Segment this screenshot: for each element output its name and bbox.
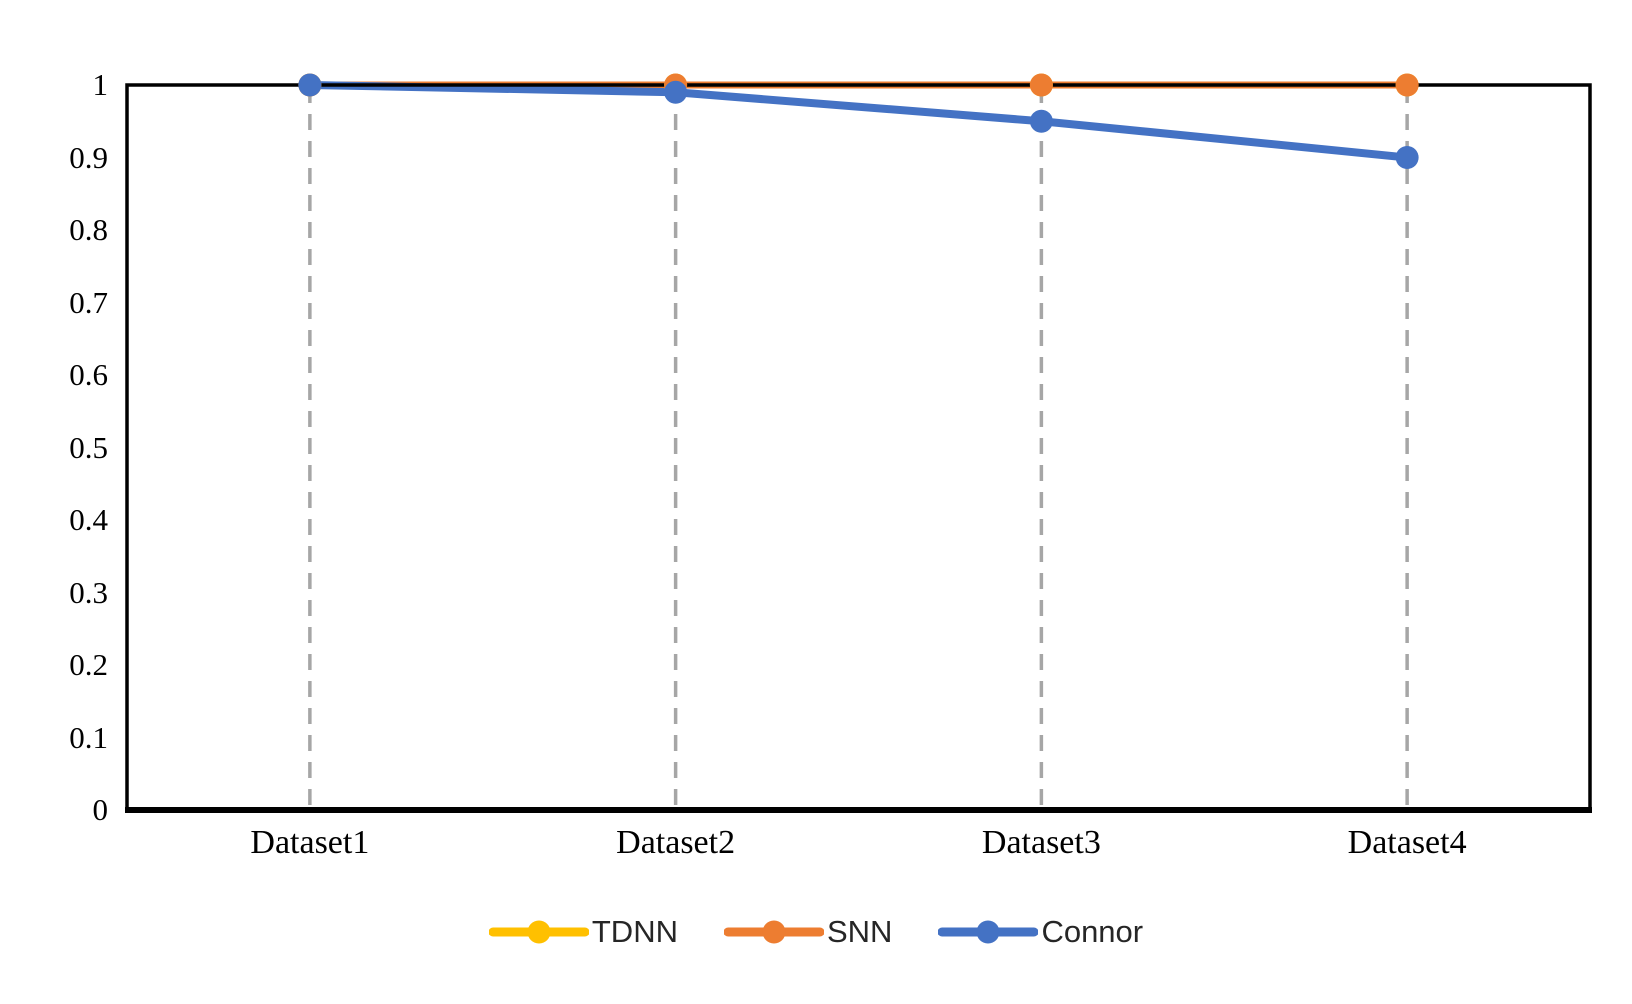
legend-label-connor: Connor	[1041, 914, 1144, 949]
y-tick-label-0.5: 0.5	[69, 429, 108, 465]
x-category-label-dataset2: Dataset2	[616, 824, 736, 861]
data-point-connor-dataset3	[1029, 109, 1053, 133]
legend-item-connor: Connor	[938, 914, 1143, 950]
y-tick-label-0.4: 0.4	[69, 502, 108, 537]
data-point-connor-dataset2	[664, 80, 688, 104]
y-tick-label-0.1: 0.1	[69, 719, 108, 755]
y-tick-label-0.9: 0.9	[69, 139, 108, 175]
y-tick-label-0.7: 0.7	[69, 284, 108, 320]
y-tick-label-0: 0	[92, 792, 109, 827]
legend-marker-tdnn-icon	[488, 920, 589, 944]
x-category-label-dataset4: Dataset4	[1347, 824, 1467, 861]
plot-border	[125, 83, 1592, 812]
x-category-label-dataset3: Dataset3	[981, 824, 1101, 861]
series-line-connor	[305, 81, 1412, 162]
y-tick-label-1: 1	[92, 67, 109, 102]
legend-label-snn: SNN	[826, 914, 893, 949]
data-point-connor-dataset4	[1395, 146, 1419, 169]
y-tick-label-0.3: 0.3	[69, 574, 108, 610]
legend-marker-snn-icon	[723, 920, 824, 944]
y-tick-label-0.2: 0.2	[69, 647, 108, 682]
legend: TDNN SNN Connor	[0, 906, 1632, 958]
legend-item-tdnn: TDNN	[488, 914, 678, 950]
legend-item-snn: SNN	[723, 914, 893, 950]
y-tick-label-0.8: 0.8	[69, 212, 108, 247]
data-point-snn-dataset3	[1029, 73, 1053, 97]
data-point-connor-dataset1	[298, 73, 322, 97]
legend-marker-connor-icon	[938, 920, 1039, 944]
y-tick-label-0.6: 0.6	[69, 357, 108, 392]
x-category-label-dataset1: Dataset1	[250, 824, 370, 861]
data-point-snn-dataset4	[1395, 73, 1419, 97]
legend-label-tdnn: TDNN	[591, 914, 678, 949]
